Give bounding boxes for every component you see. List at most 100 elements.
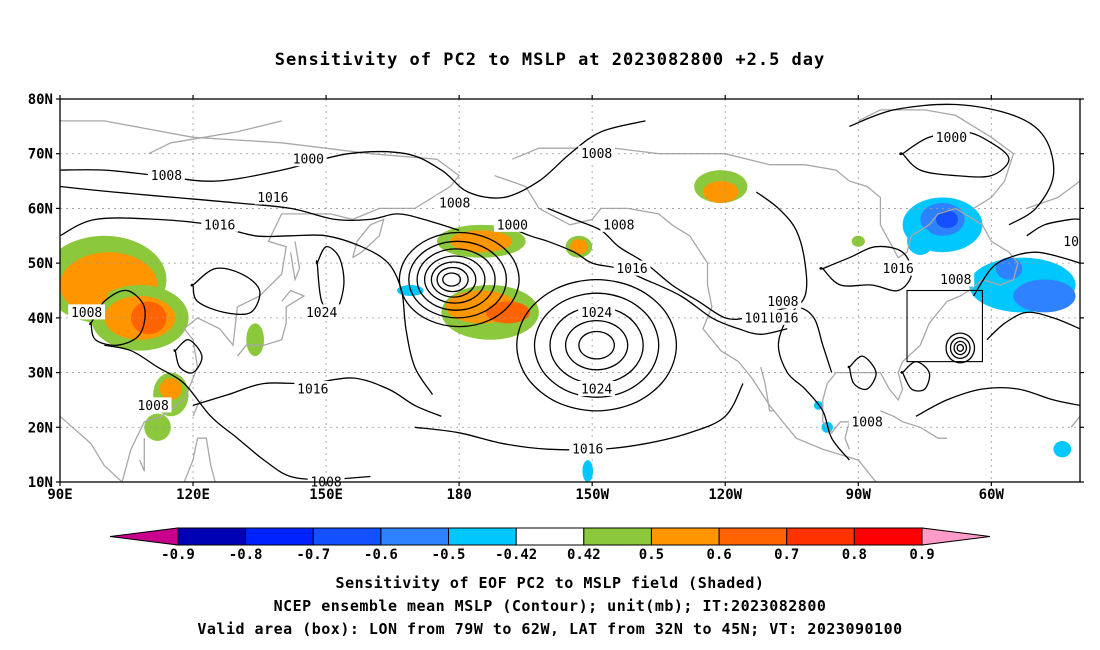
valid-area-box (906, 289, 983, 363)
isobar (436, 266, 469, 293)
colorbar-level-label: 0.7 (774, 547, 799, 563)
isobar (398, 231, 520, 328)
colorbar-swatch (177, 527, 247, 546)
isobar (89, 289, 146, 347)
isobar (956, 344, 965, 352)
contour-label: 1024 (581, 382, 612, 397)
contour-label: 1000 (497, 218, 528, 233)
sensitivity-blob (582, 460, 594, 482)
sensitivity-blob (1013, 279, 1076, 313)
lat-label: 40N (28, 311, 53, 327)
contour-label: 101 (745, 311, 768, 326)
sensitivity-blob (130, 301, 167, 335)
isobar (949, 336, 971, 359)
isobar (533, 292, 660, 398)
map-title: Sensitivity of PC2 to MSLP at 2023082800… (274, 50, 826, 70)
contour-label-bg (201, 216, 239, 232)
isobar (442, 272, 462, 287)
lon-label: 60W (979, 487, 1005, 503)
colorbar-low-end (109, 527, 179, 546)
contour-label: 1024 (581, 306, 612, 321)
isobar (849, 103, 1055, 226)
isobar (847, 355, 877, 391)
isobar (423, 255, 486, 304)
caption-line-2: NCEP ensemble mean MSLP (Contour); unit(… (273, 597, 827, 615)
contour-label-bg (68, 304, 106, 320)
isobar (173, 339, 203, 374)
contour-label: 1000 (936, 131, 967, 146)
isobar (549, 306, 644, 385)
colorbar-swatch (380, 527, 450, 546)
contour-label-bg (303, 304, 341, 320)
isobar (1026, 218, 1080, 237)
lon-label: 120W (708, 487, 742, 503)
isobar (578, 330, 615, 360)
contour-label-bg (493, 216, 531, 232)
contour-label: 10 (1063, 235, 1079, 250)
lat-label: 30N (28, 366, 53, 382)
contour-label-bg (436, 194, 474, 210)
caption-line-3: Valid area (box): LON from 79W to 62W, L… (197, 620, 903, 638)
contour-label: 1008 (603, 218, 634, 233)
colorbar-swatch (650, 527, 720, 546)
coastline (352, 218, 385, 259)
lat-label: 70N (28, 147, 53, 163)
isobar (104, 344, 371, 480)
coastline (289, 241, 301, 282)
colorbar-level-label: -0.9 (161, 547, 195, 563)
contour-label: 1008 (151, 169, 182, 184)
isobar (973, 251, 1080, 297)
lat-label: 20N (28, 420, 53, 436)
contour-label-bg (294, 380, 332, 396)
contour-label-bg (134, 397, 172, 413)
colorbar-swatch (718, 527, 788, 546)
colorbar-swatch (448, 527, 517, 546)
isobar (60, 185, 460, 231)
sensitivity-blob (485, 301, 531, 324)
lon-label: 90W (846, 487, 872, 503)
coastline (880, 410, 947, 439)
contour-label-bg (578, 145, 616, 161)
contour-label: 1024 (306, 306, 337, 321)
isobar (408, 240, 508, 319)
isobar (315, 246, 345, 314)
sensitivity-blob (935, 210, 959, 229)
isobar (915, 387, 1080, 417)
lat-label: 80N (28, 92, 53, 108)
contour-label: 1008 (581, 147, 612, 162)
valid-area-rect (906, 289, 983, 363)
isobar (430, 261, 477, 298)
colorbar-level-label: -0.5 (432, 547, 466, 563)
contour-label: 1008 (137, 399, 168, 414)
colorbar-swatch (853, 527, 923, 546)
colorbar-level-label: -0.6 (364, 547, 398, 563)
coastline (1070, 415, 1080, 428)
lon-label: 120E (176, 487, 210, 503)
contour-label-bg (578, 304, 616, 320)
contour-label-bg (764, 293, 802, 309)
contour-label: 1008 (940, 273, 971, 288)
lat-label: 10N (28, 475, 53, 491)
colorbar-level-label: -0.7 (296, 547, 330, 563)
coastline (494, 174, 877, 482)
contour-label-bg (937, 271, 975, 287)
contour-label: 1016 (767, 311, 798, 326)
colorbar-swatch (245, 527, 314, 546)
contour-label-bg (600, 216, 638, 232)
isobar (192, 377, 442, 417)
isobar (416, 248, 496, 311)
contour-label-bg (932, 129, 970, 145)
coastline (236, 289, 306, 357)
sensitivity-blob (851, 235, 865, 247)
colorbar-swatch (583, 527, 652, 546)
contour-label: 1016 (883, 262, 914, 277)
contour-label-bg (764, 309, 802, 325)
contour-label: 1008 (767, 295, 798, 310)
contour-label-bg (569, 441, 607, 457)
isobar (755, 191, 850, 461)
isobar (945, 332, 976, 364)
contour-label: 1016 (297, 382, 328, 397)
